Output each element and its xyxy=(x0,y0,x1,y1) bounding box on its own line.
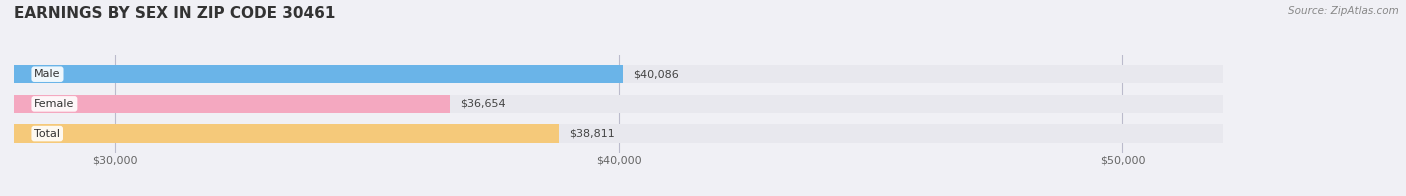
Text: Female: Female xyxy=(34,99,75,109)
Bar xyxy=(14,65,1223,83)
Text: Source: ZipAtlas.com: Source: ZipAtlas.com xyxy=(1288,6,1399,16)
Bar xyxy=(14,65,623,83)
Bar xyxy=(14,95,450,113)
Text: Total: Total xyxy=(34,129,60,139)
Bar xyxy=(14,124,1223,143)
Bar xyxy=(14,95,1223,113)
Text: $36,654: $36,654 xyxy=(460,99,506,109)
Text: Male: Male xyxy=(34,69,60,79)
Bar xyxy=(14,124,558,143)
Text: $38,811: $38,811 xyxy=(569,129,614,139)
Text: $40,086: $40,086 xyxy=(633,69,679,79)
Text: EARNINGS BY SEX IN ZIP CODE 30461: EARNINGS BY SEX IN ZIP CODE 30461 xyxy=(14,6,336,21)
